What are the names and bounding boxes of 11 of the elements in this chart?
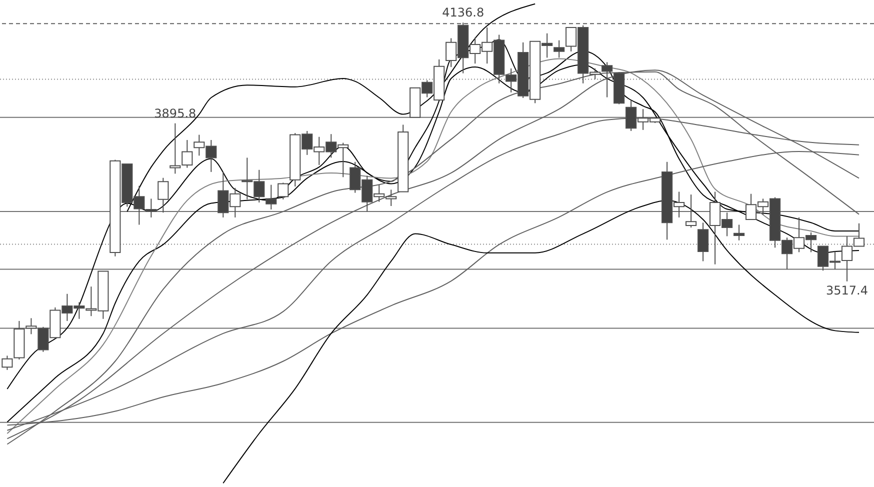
candlestick (266, 184, 277, 210)
candlestick (278, 182, 289, 200)
annotation: 3517.4 (826, 283, 868, 298)
candlestick (698, 222, 709, 262)
candlestick (686, 194, 697, 228)
candlestick (602, 62, 613, 98)
candlestick (554, 40, 565, 58)
annotation: 4136.8 (442, 6, 484, 20)
annotation: 3895.8 (154, 106, 196, 120)
candlestick (733, 224, 745, 241)
candlestick (158, 177, 169, 214)
